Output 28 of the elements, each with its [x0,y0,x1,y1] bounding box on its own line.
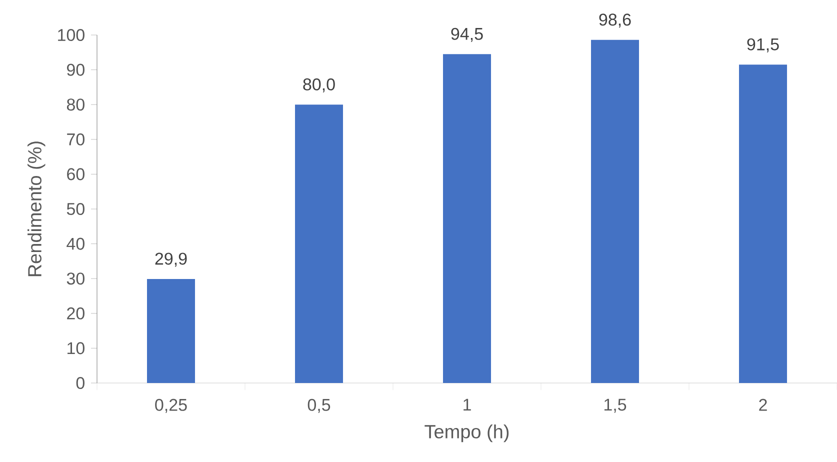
x-tick-label: 1 [464,398,471,411]
y-tick-label: 60 [67,168,84,180]
data-label: 94,5 [451,28,483,42]
x-tick-label: 2 [759,398,767,411]
bar [443,54,492,383]
y-tick-label: 100 [58,28,84,42]
y-tick-label: 50 [66,202,84,216]
bar [739,64,788,383]
x-tick-label: 0,5 [308,398,330,413]
y-axis-title: Rendimento (%) [28,142,46,276]
data-label: 29,9 [155,252,187,267]
y-tick-label: 20 [67,307,84,320]
bar [147,278,196,383]
y-tick-label: 10 [68,342,84,354]
bar [591,40,640,383]
data-label: 80,0 [303,78,335,92]
data-label: 98,6 [599,14,631,28]
y-tick-label: 90 [67,64,84,76]
x-tick-label: 1,5 [604,398,626,413]
y-tick-label: 70 [67,133,84,146]
y-tick-label: 0 [76,376,84,390]
bar [295,104,344,383]
y-tick-label: 80 [66,98,84,111]
data-label: 91,5 [747,38,779,52]
y-tick-label: 30 [66,272,84,285]
x-axis-title: Tempo (h) [424,424,509,442]
x-tick-label: 0,25 [155,398,187,413]
y-tick-label: 40 [66,238,84,250]
